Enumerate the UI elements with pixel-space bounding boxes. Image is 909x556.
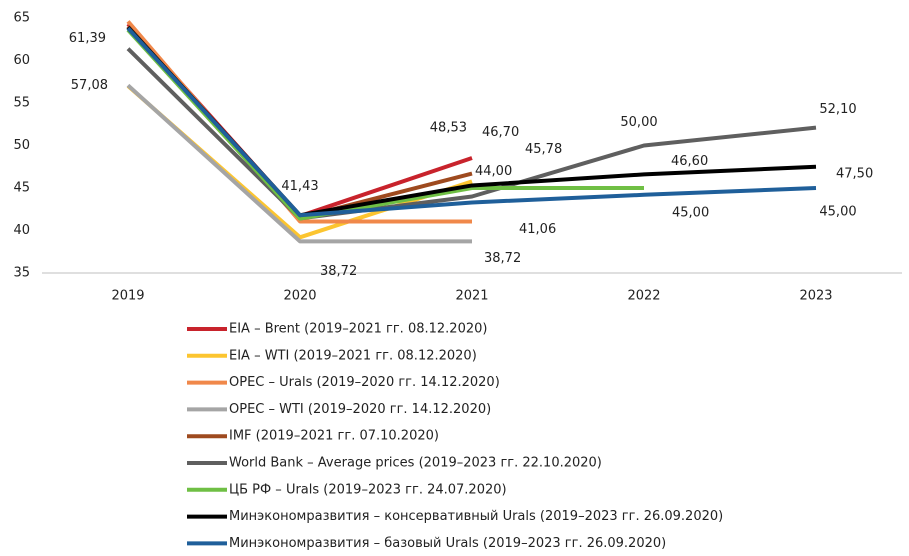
x-tick-label: 2023 [799, 289, 832, 304]
data-label: 38,72 [320, 264, 357, 279]
data-label: 46,70 [482, 125, 519, 140]
data-label: 46,60 [671, 154, 708, 169]
data-label: 44,00 [475, 164, 512, 179]
y-tick-label: 40 [13, 223, 30, 238]
data-label: 47,50 [836, 166, 873, 181]
x-tick-label: 2019 [111, 289, 144, 304]
data-label: 57,08 [71, 78, 108, 93]
data-label: 45,78 [525, 142, 562, 157]
data-label: 45,00 [672, 206, 709, 221]
legend-label: EIA – WTI (2019–2021 гг. 08.12.2020) [229, 348, 477, 363]
series-line [126, 47, 817, 221]
y-tick-label: 65 [13, 11, 30, 26]
legend-label: IMF (2019–2021 гг. 07.10.2020) [229, 429, 439, 444]
legend-label: OPEC – Urals (2019–2020 гг. 14.12.2020) [229, 375, 500, 390]
y-tick-label: 45 [13, 181, 30, 196]
y-tick-label: 35 [13, 266, 30, 281]
data-label: 52,10 [819, 102, 856, 117]
x-tick-label: 2021 [455, 289, 488, 304]
x-tick-label: 2020 [283, 289, 316, 304]
data-label: 45,00 [819, 205, 856, 220]
legend-label: World Bank – Average prices (2019–2023 г… [229, 456, 602, 471]
legend-label: EIA – Brent (2019–2021 гг. 08.12.2020) [229, 322, 487, 337]
data-label: 61,39 [69, 31, 106, 46]
y-tick-label: 50 [13, 138, 30, 153]
data-label: 41,43 [281, 179, 318, 194]
plot-area [126, 20, 817, 244]
x-tick-label: 2022 [627, 289, 660, 304]
data-label: 48,53 [430, 120, 467, 135]
legend-label: Минэкономразвития – базовый Urals (2019–… [229, 536, 666, 551]
series-line [126, 26, 817, 218]
legend-label: Минэкономразвития – консервативный Urals… [229, 509, 723, 524]
legend-label: ЦБ РФ – Urals (2019–2023 гг. 24.07.2020) [229, 482, 507, 497]
series-line [126, 25, 817, 218]
y-tick-label: 60 [13, 53, 30, 68]
y-tick-label: 55 [13, 96, 30, 111]
data-label: 41,06 [519, 222, 556, 237]
legend-label: OPEC – WTI (2019–2020 гг. 14.12.2020) [229, 402, 491, 417]
data-label: 38,72 [484, 251, 521, 266]
series-line [126, 83, 472, 244]
data-label: 50,00 [620, 115, 657, 130]
